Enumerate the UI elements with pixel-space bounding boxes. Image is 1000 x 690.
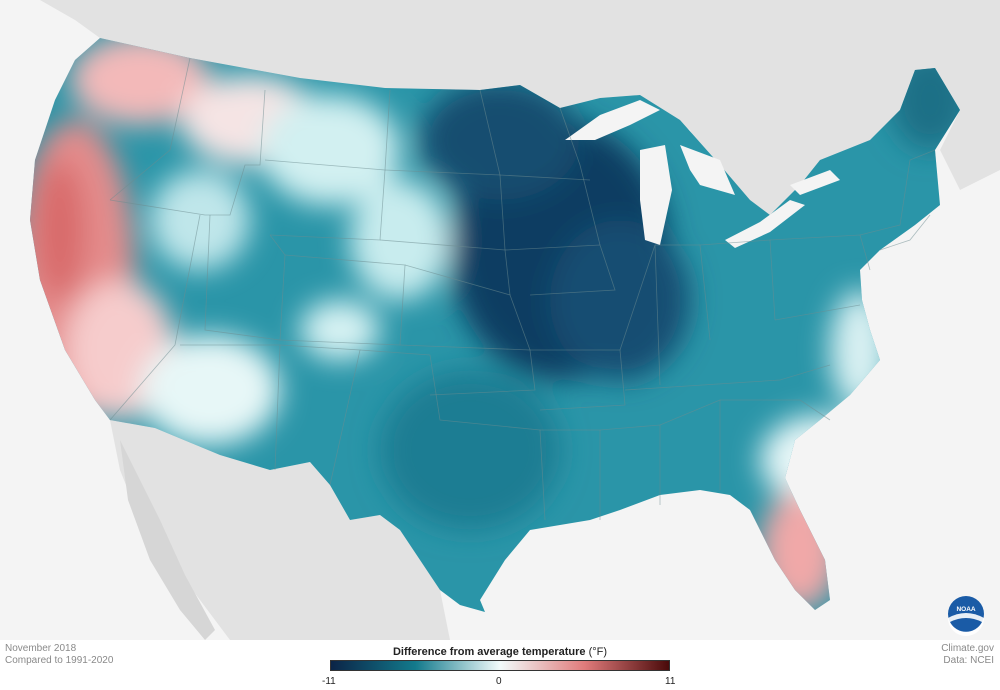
date-label: November 2018 [5, 643, 77, 654]
canada-land [40, 0, 1000, 215]
legend-mid-label: 0 [496, 676, 502, 687]
baja-peninsula [120, 440, 215, 640]
legend-unit: (°F) [588, 646, 608, 658]
data-source-label: Data: NCEI [943, 655, 994, 666]
temperature-anomaly-map: NOAA [0, 0, 1000, 640]
state-borders [109, 57, 936, 521]
legend-title-text: Difference from average temperature [392, 646, 586, 658]
legend-max-label: 11 [665, 676, 676, 687]
noaa-logo-text: NOAA [956, 606, 975, 613]
comparison-period-label: Compared to 1991-2020 [5, 655, 114, 666]
credit-label: Climate.gov [941, 643, 994, 654]
great-lakes [565, 100, 840, 248]
credits: Climate.gov Data: NCEI [941, 643, 994, 667]
legend-title: Difference from average temperature (°F) [330, 646, 670, 658]
legend-color-bar [330, 660, 670, 671]
legend-min-label: -11 [322, 676, 336, 687]
mexico-land [110, 420, 450, 640]
map-info: November 2018 Compared to 1991-2020 [5, 643, 113, 667]
noaa-logo-icon: NOAA [948, 596, 984, 636]
